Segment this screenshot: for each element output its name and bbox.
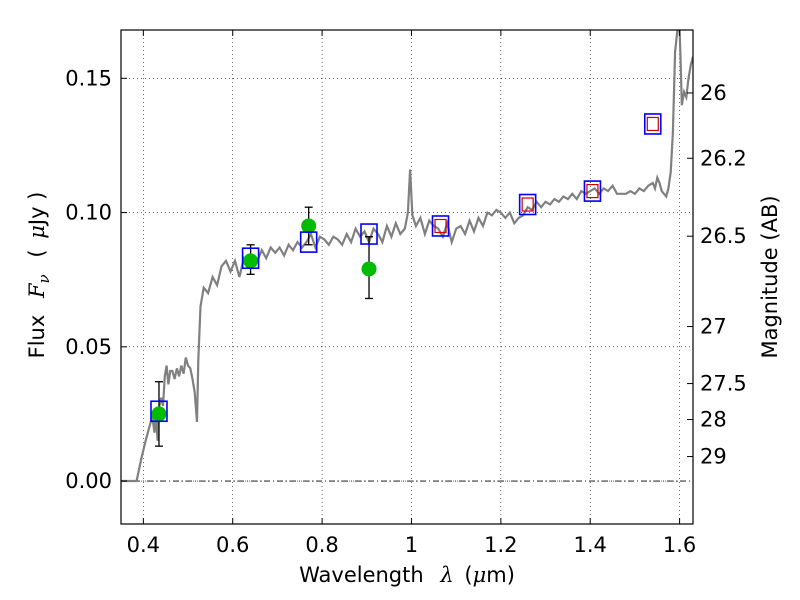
model-photometry-square [431,215,450,237]
x-ticks: 0.4 0.6 0.8 1 1.2 1.4 1.6 [127,30,696,557]
spectrum-line [121,30,679,483]
magnitude-tick-label: 28 [700,408,727,432]
y-axis-label-unit-rest: Jy ) [25,192,49,228]
x-tick-label: 1.6 [663,533,696,557]
plot-frame [120,29,694,525]
model-photometry-square [583,180,602,202]
y-tick-label: 0.05 [65,335,112,359]
x-axis-label-unit-mu: μ [473,563,487,587]
upper-limit-square [434,218,447,234]
x-tick-label: 1.2 [484,533,517,557]
y-tick-label: 0.15 [65,66,112,90]
magnitude-tick-label: 26.2 [700,146,747,170]
x-tick-label: 1 [405,533,418,557]
x-axis-label-unit-rest: m) [486,563,515,587]
upper-limit-square [646,116,659,132]
y-axis-label: Flux Fν ( μJy ) [25,192,54,359]
grid-lines [121,30,693,524]
x-tick-label: 0.6 [216,533,249,557]
model-photometry-square [643,113,662,135]
magnitude-tick-label: 29 [700,445,727,469]
y-tick-label: 0.00 [65,469,112,493]
model-spectrum [121,30,693,483]
model-photometry-square [299,231,318,253]
upper-limit-square [521,197,534,212]
x-axis-label-text: Wavelength [299,563,424,587]
spectrum-line [678,30,693,106]
model-photometry-square [360,223,378,245]
magnitude-tick-label: 27 [700,315,727,339]
x-axis-label-symbol: λ [439,563,453,587]
y-ticks: 0.00 0.05 0.10 0.15 [65,66,127,493]
observed-point [151,406,167,422]
model-photometry-squares [150,113,662,423]
magnitude-tick-label: 26.5 [700,224,747,248]
y-axis-label-subscript: ν [35,274,53,283]
x-axis-label-unit-open: ( [464,563,472,587]
x-axis-label: Wavelength λ (μm) [299,563,515,587]
x-tick-label: 0.4 [127,533,160,557]
upper-limit-squares [434,116,659,234]
y-axis-label-symbol: F [25,282,49,299]
y-tick-label: 0.10 [65,201,112,225]
observed-point [361,261,377,277]
y-axis-label-unit-mu: μ [25,225,49,239]
x-tick-label: 0.8 [305,533,338,557]
observed-points [151,218,377,422]
upper-limit-square [586,183,599,199]
x-tick-label: 1.4 [574,533,607,557]
magnitude-axis-label: Magnitude (AB) [758,195,782,358]
magnitude-tick-label: 27.5 [700,372,747,396]
y-axis-label-unit-open: ( [25,249,49,257]
magnitude-tick-label: 26 [700,81,727,105]
model-photometry-square [150,400,168,423]
observed-point [301,218,317,234]
y-axis-label-text: Flux [25,315,49,359]
model-photometry-square [518,193,537,216]
model-photometry-square [241,247,260,270]
observed-point [243,253,259,269]
magnitude-ticks: 26 26.2 26.5 27 27.5 28 29 [687,81,747,469]
